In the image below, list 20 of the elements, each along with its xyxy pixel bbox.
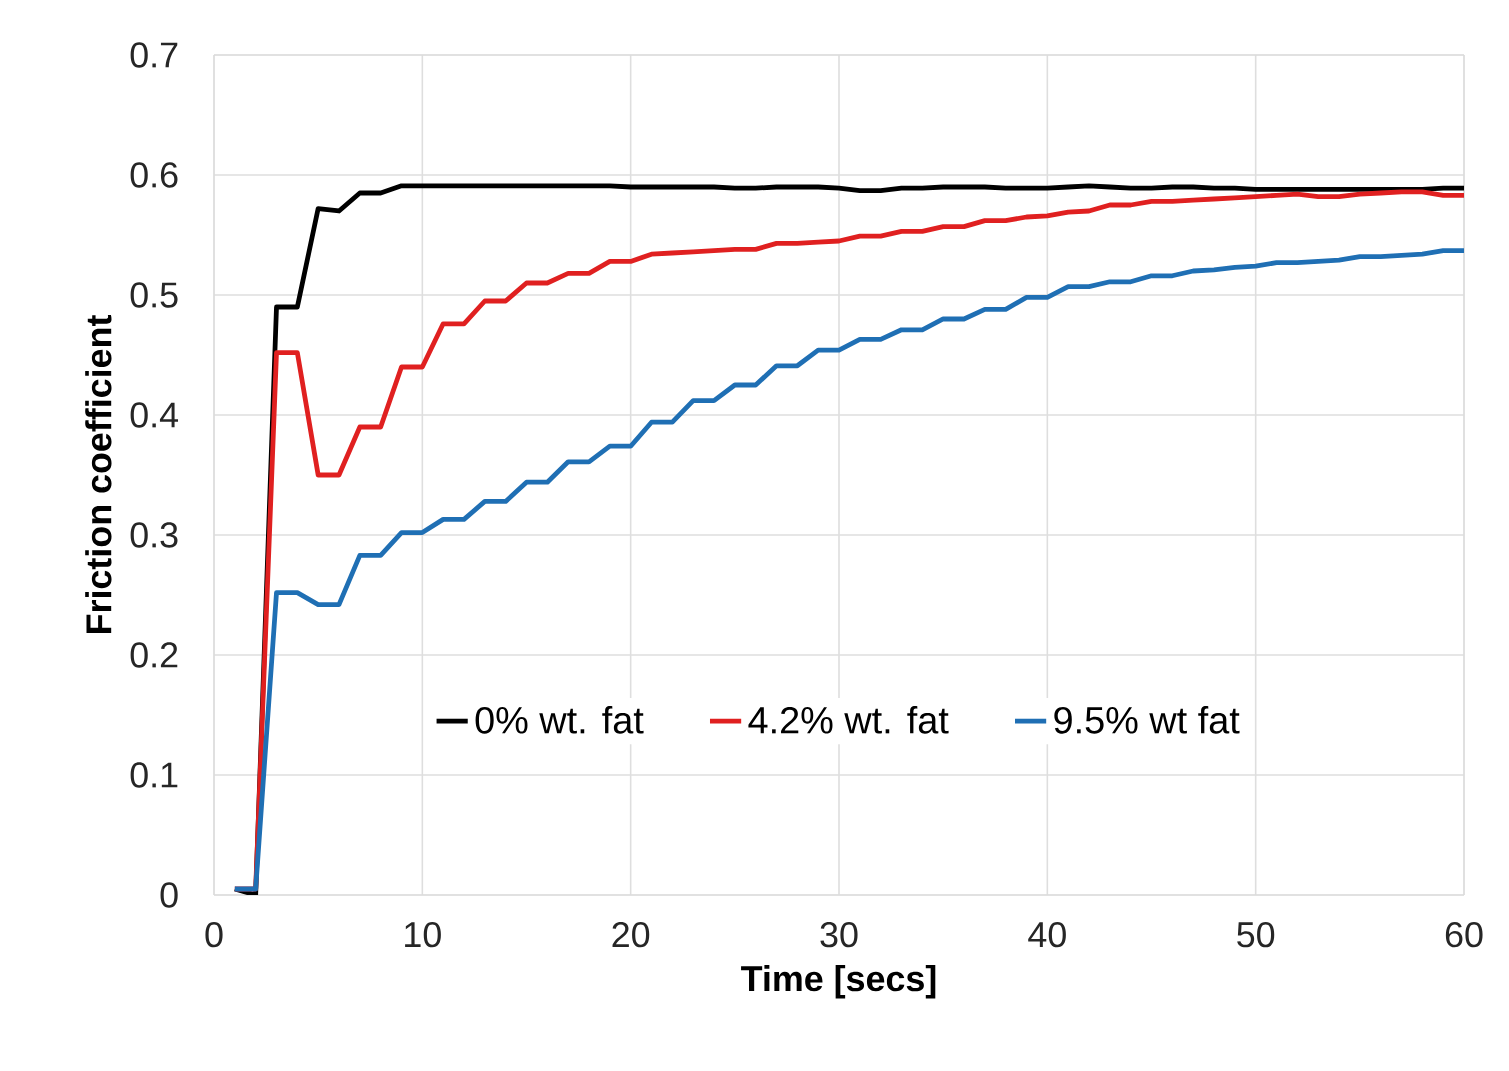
x-axis-title: Time [secs] xyxy=(741,965,936,999)
y-axis-title: Friction coefficient xyxy=(85,315,112,633)
y-tick-label: 0.2 xyxy=(130,642,178,668)
y-tick-label: 0.1 xyxy=(130,762,178,788)
x-tick-label: 50 xyxy=(1237,921,1275,948)
y-tick-label: 0.4 xyxy=(130,402,179,428)
y-tick-label: 0.6 xyxy=(130,162,178,188)
y-tick-label: 0.7 xyxy=(130,42,178,68)
legend-label: 9.5% wt fat xyxy=(1054,705,1240,734)
y-tick-label: 0 xyxy=(160,882,178,908)
x-tick-label: 60 xyxy=(1445,921,1483,948)
x-tick-label: 10 xyxy=(405,921,441,948)
x-tick-label: 20 xyxy=(612,921,650,948)
legend-label: 0% wt. fat xyxy=(475,705,644,734)
legend-label: 4.2% wt. fat xyxy=(748,705,949,734)
x-tick-label: 30 xyxy=(820,921,858,948)
x-tick-label: 40 xyxy=(1028,921,1066,948)
y-tick-label: 0.3 xyxy=(130,522,178,548)
x-tick-label: 0 xyxy=(205,921,223,948)
y-tick-label: 0.5 xyxy=(130,282,178,308)
